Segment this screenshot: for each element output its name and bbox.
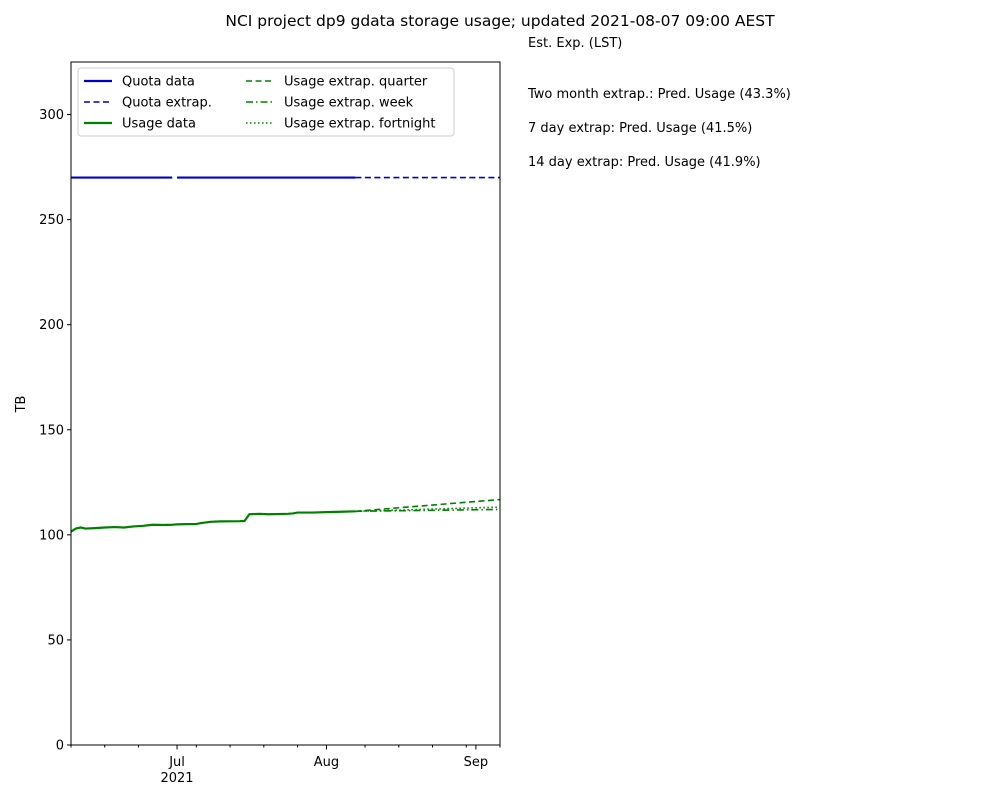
x-tick-label: Aug [314, 755, 339, 770]
x-tick-year-label: 2021 [160, 771, 193, 786]
chart-title: NCI project dp9 gdata storage usage; upd… [225, 12, 775, 30]
y-tick-label: 200 [39, 318, 64, 333]
y-tick-label: 250 [39, 213, 64, 228]
plot-frame [70, 61, 501, 746]
x-tick-label: Jul [168, 755, 185, 770]
legend-label: Quota data [122, 75, 195, 90]
estimated-expiry-header: Est. Exp. (LST) [528, 36, 623, 51]
two-month-extrapolation-note: Two month extrap.: Pred. Usage (43.3%) [528, 87, 791, 102]
y-tick-label: 50 [47, 633, 64, 648]
series-line-usage-extrap-fortnight [355, 506, 500, 513]
fourteen-day-extrapolation-note: 14 day extrap: Pred. Usage (41.9%) [528, 155, 761, 170]
legend-label: Usage extrap. fortnight [284, 117, 435, 132]
series-line-usage-data [71, 510, 356, 533]
legend-label: Quota extrap. [122, 96, 212, 111]
series-line-usage-extrap-quarter [355, 498, 500, 513]
y-tick-label: 0 [56, 739, 64, 754]
y-tick-label: 300 [39, 108, 64, 123]
legend-label: Usage data [122, 117, 196, 132]
y-axis-label: TB [14, 396, 29, 414]
legend-label: Usage extrap. quarter [284, 75, 428, 90]
y-tick-label: 100 [39, 528, 64, 543]
legend-label: Usage extrap. week [284, 96, 414, 111]
series-line-usage-extrap-week [355, 508, 500, 513]
x-tick-label: Sep [464, 755, 489, 770]
y-tick-label: 150 [39, 423, 64, 438]
seven-day-extrapolation-note: 7 day extrap: Pred. Usage (41.5%) [528, 121, 753, 136]
